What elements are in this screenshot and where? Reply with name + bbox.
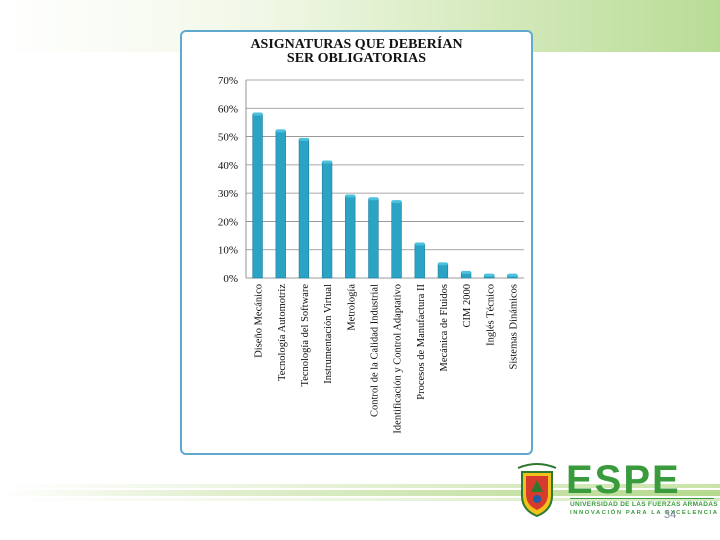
y-tick-label: 20% <box>218 216 238 228</box>
bar-cap <box>345 194 356 198</box>
x-tick-label: Identificación y Control Adaptativo <box>393 284 404 434</box>
logo-university-name: UNIVERSIDAD DE LAS FUERZAS ARMADAS <box>570 498 718 508</box>
y-tick-label: 70% <box>218 75 238 87</box>
bar-chart: 0% 10% 20% 30% 40% 50% 60% 70% Diseño Mecánico Te… <box>218 75 524 434</box>
x-tick-label: Procesos de Manufactura II <box>416 284 427 400</box>
slide-footer-stripes <box>0 484 720 504</box>
x-tick-label: Control de la Calidad Industrial <box>369 284 380 417</box>
bar-cap <box>438 262 448 266</box>
logo-tagline: INNOVACIÓN PARA LA EXCELENCIA <box>570 510 719 516</box>
bar-cap <box>275 129 286 133</box>
y-tick-label: 30% <box>218 188 238 200</box>
x-tick-label: Tecnología del Software <box>300 284 311 387</box>
bar <box>437 263 449 279</box>
bar-cap <box>391 200 402 204</box>
espe-logo: ESPE UNIVERSIDAD DE LAS FUERZAS ARMADAS … <box>514 458 719 522</box>
footer-stripe <box>0 484 720 488</box>
bar-cap <box>368 197 379 201</box>
university-crest-icon <box>517 463 557 518</box>
x-tick-label: Mecánica de Fluidos <box>439 284 450 371</box>
bar <box>275 130 286 279</box>
chart-title: ASIGNATURAS QUE DEBERÍAN SER OBLIGATORIA… <box>182 38 531 66</box>
chart-card: ASIGNATURAS QUE DEBERÍAN SER OBLIGATORIA… <box>180 30 533 455</box>
x-tick-label: CIM 2000 <box>462 284 473 327</box>
footer-stripe <box>0 490 720 496</box>
y-tick-label: 0% <box>223 273 238 285</box>
bar <box>414 243 425 279</box>
chart-title-line-2: SER OBLIGATORIAS <box>286 51 427 66</box>
y-tick-label: 60% <box>218 103 238 115</box>
logo-wordmark: ESPE <box>566 458 681 502</box>
y-tick-label: 10% <box>218 245 238 257</box>
bar-cap <box>414 242 425 246</box>
bar-cap <box>484 273 495 277</box>
bar <box>391 201 402 279</box>
x-tick-label: Sistemas Dinámicos <box>508 284 519 369</box>
bar <box>252 113 263 279</box>
bar <box>345 195 356 279</box>
bar-cap <box>507 273 518 277</box>
x-tick-label: Inglés Técnico <box>485 284 496 346</box>
bar <box>321 161 333 279</box>
y-tick-label: 40% <box>218 160 238 172</box>
x-tick-label: Tecnología Automotriz <box>277 284 288 381</box>
footer-stripe <box>0 498 720 501</box>
x-tick-label: Metrología <box>346 284 357 331</box>
bar <box>368 198 379 279</box>
x-tick-label: Instrumentación Virtual <box>323 284 334 384</box>
bar-cap <box>322 160 332 164</box>
page-number: 34 <box>664 509 677 521</box>
y-tick-label: 50% <box>218 132 238 144</box>
chart-title-line-1: ASIGNATURAS QUE DEBERÍAN <box>250 37 463 52</box>
bar-cap <box>299 137 309 141</box>
bar-cap <box>252 112 263 116</box>
bar-cap <box>461 270 471 274</box>
bar <box>298 139 310 279</box>
x-tick-label: Diseño Mecánico <box>254 284 265 358</box>
